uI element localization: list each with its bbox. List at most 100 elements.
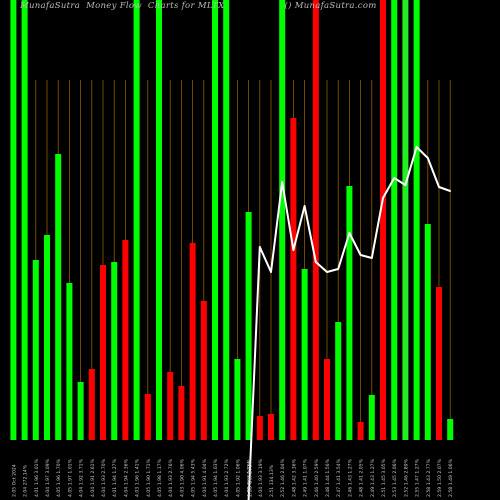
tick-label: 2.55 1.47 1.27% (415, 458, 421, 497)
bar (10, 0, 17, 440)
bar (268, 414, 274, 440)
tick-label: 2.53 1.45 2.06% (392, 458, 398, 497)
bar (55, 154, 62, 440)
line-point (404, 184, 407, 186)
bar (111, 262, 118, 440)
bar (178, 386, 185, 440)
line-point (303, 205, 306, 207)
bar (301, 269, 308, 440)
bar (133, 0, 140, 440)
line-point (270, 271, 272, 273)
line-point (258, 246, 261, 248)
bar (447, 419, 454, 440)
bar (368, 395, 375, 440)
bar (290, 118, 297, 440)
bar (156, 0, 162, 440)
bar (223, 0, 230, 440)
tick-label: 2.48 1.44 1.56% (325, 458, 331, 497)
bar (167, 372, 174, 440)
line-point (393, 177, 396, 179)
line-point (337, 268, 340, 270)
bar (212, 0, 218, 440)
x-axis-tick-labels: 2.05 Oct 2024 2.04 272.14% 4.01 1.96 3.01%… (11, 458, 454, 497)
tick-label: 2.47 1.41 3.54% (336, 458, 342, 497)
tick-label: 2.52 1.46 2.89% (403, 458, 409, 497)
tick-label: 4.04 1.93 3.19% (258, 458, 264, 497)
tick-label: 4.04 1.91 2.61% (90, 458, 96, 497)
tick-label: 4.05 1.97 1.01% (67, 458, 73, 497)
tick-label: 4.05 1.96 1.70% (56, 458, 62, 497)
tick-label: 4.04 1.91 4.04% (202, 458, 208, 497)
bar (100, 265, 106, 440)
date-tick-label: 2.55 Oct 2024 (248, 461, 254, 497)
line-point (359, 254, 362, 256)
bar (279, 0, 286, 440)
bar (245, 212, 252, 440)
line-point (382, 197, 384, 199)
bar (200, 301, 207, 440)
bar (402, 0, 409, 440)
bar (413, 0, 420, 440)
tick-label: 2.48 1.41 2.05% (359, 458, 365, 497)
bar (436, 287, 442, 440)
tick-label: 2.59 1.50 2.07% (437, 458, 443, 497)
line-point (348, 232, 351, 234)
line-point (426, 157, 429, 159)
tick-label: 4.03 1.96 1.41% (135, 458, 141, 497)
tick-label: 4.04 1.92 3.71% (79, 458, 85, 497)
tick-label: 4.05 1.94 1.03% (213, 458, 219, 497)
line-point (314, 261, 317, 263)
bar (335, 322, 342, 440)
bar (256, 416, 263, 440)
bar (144, 394, 151, 440)
tick-label: 2.49 1.41 1.07% (303, 458, 309, 497)
tick-label: 2.04 272.14% (23, 464, 29, 497)
tick-label: 4.04 1.93 2.70% (101, 458, 107, 497)
tick-label: 4.04 1.93 2.72% (224, 458, 230, 497)
bar (77, 382, 84, 440)
tick-label: 2.51 1.45 3.05% (381, 458, 387, 497)
tick-label: 4.03 1.90 4.06% (179, 458, 185, 497)
tick-label: 2.51 134.13% (269, 464, 275, 497)
tick-label: 4.01 1.94 1.27% (112, 458, 118, 497)
tick-label: 4.04 1.97 3.09% (45, 458, 51, 497)
tick-label: 2.49 1.43 1.27% (370, 458, 376, 497)
bar (32, 260, 39, 440)
tick-label: 2.48 1.42 3.36% (291, 458, 297, 497)
line-point (449, 190, 452, 192)
bar (346, 186, 353, 440)
tick-label: 2.58 1.43 2.77% (426, 458, 432, 497)
bar (21, 0, 28, 440)
tick-label: 2.46 1.43 1.27% (347, 458, 353, 497)
tick-label: 4.05 1.94 5.43% (191, 458, 197, 497)
line-point (438, 186, 440, 188)
tick-label: 4.08 1.97 1.26% (247, 458, 253, 497)
tick-label: 4.05 1.92 1.06% (235, 458, 241, 497)
line-point (281, 181, 284, 183)
line-point (326, 271, 328, 273)
line-point (415, 146, 418, 148)
bar (380, 0, 386, 440)
tick-label: 2.46 1.40 2.59% (314, 458, 320, 497)
tick-label: 2.52 1.46 2.04% (280, 458, 286, 497)
tick-label: 2.58 1.49 1.06% (448, 458, 454, 497)
bar (88, 369, 95, 440)
bar-series (10, 0, 454, 440)
bar (189, 243, 196, 440)
line-point (292, 249, 295, 251)
tick-label: 4.04 1.94 2.36% (123, 458, 129, 497)
bar (357, 422, 364, 440)
bar (324, 359, 330, 440)
line-point (370, 257, 373, 259)
price-line-series (247, 146, 452, 500)
tick-label: 4.01 1.96 3.01% (34, 458, 40, 497)
bar (234, 359, 241, 440)
bar (66, 283, 73, 440)
tick-label: 4.04 1.93 2.76% (168, 458, 174, 497)
tick-label: 2.05 Oct 2024 (11, 464, 17, 497)
bar (312, 0, 319, 440)
bar (391, 0, 398, 440)
tick-label: 4.05 1.98 1.17% (157, 458, 163, 497)
